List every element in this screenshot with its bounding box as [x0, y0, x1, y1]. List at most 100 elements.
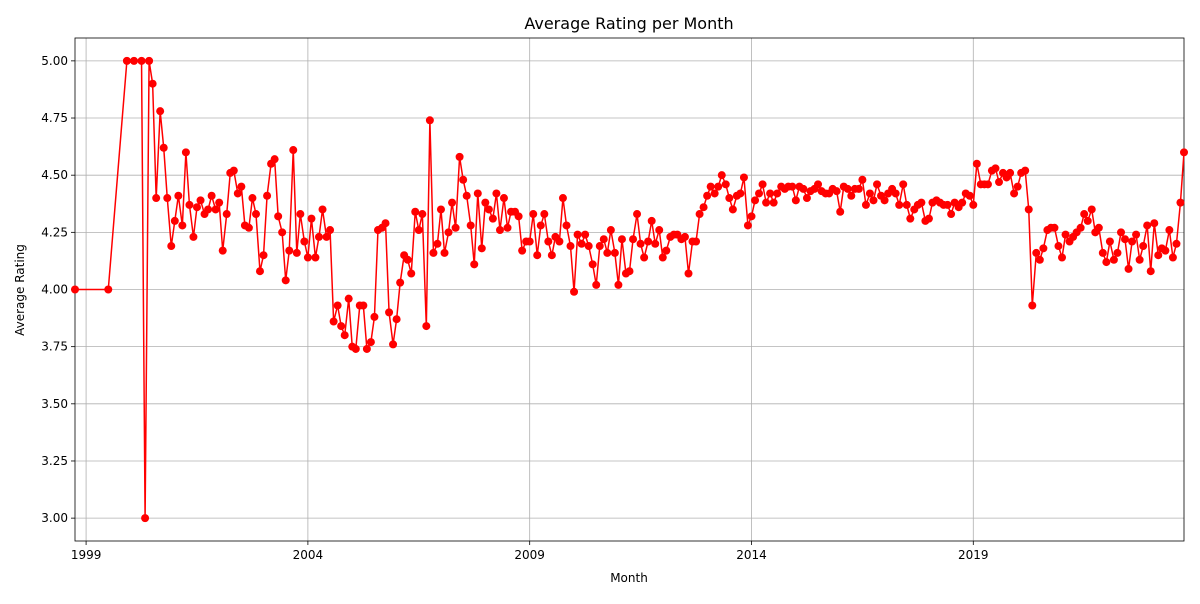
- point: [1168, 253, 1177, 262]
- point: [145, 56, 154, 65]
- point: [1150, 219, 1159, 228]
- point: [411, 207, 420, 216]
- point: [610, 248, 619, 257]
- point: [869, 196, 878, 205]
- point: [159, 143, 168, 152]
- point: [1024, 205, 1033, 214]
- point: [152, 194, 161, 203]
- point: [492, 189, 501, 198]
- point: [658, 253, 667, 262]
- point: [755, 189, 764, 198]
- point: [289, 146, 298, 155]
- point: [710, 189, 719, 198]
- point: [1035, 255, 1044, 264]
- point: [880, 196, 889, 205]
- point: [703, 191, 712, 200]
- point: [229, 166, 238, 175]
- point: [71, 285, 79, 294]
- y-tick-label: 4.50: [41, 168, 68, 182]
- point: [514, 212, 523, 221]
- point: [1050, 223, 1059, 232]
- point: [285, 246, 294, 255]
- point: [1121, 235, 1130, 244]
- point: [799, 184, 808, 193]
- point: [185, 200, 194, 209]
- x-axis-label: Month: [610, 571, 648, 585]
- point: [1032, 248, 1041, 257]
- point: [281, 276, 290, 285]
- point: [178, 221, 187, 230]
- point: [769, 198, 778, 207]
- point: [861, 200, 870, 209]
- point: [758, 180, 767, 189]
- point: [965, 191, 974, 200]
- point: [566, 242, 575, 251]
- point: [943, 200, 952, 209]
- point: [215, 198, 224, 207]
- point: [189, 232, 198, 241]
- point: [1128, 237, 1137, 246]
- point: [196, 196, 205, 205]
- point: [895, 200, 904, 209]
- point: [1039, 244, 1048, 253]
- point: [1143, 221, 1152, 230]
- y-tick-label: 3.25: [41, 454, 68, 468]
- point: [484, 205, 493, 214]
- point: [495, 226, 504, 235]
- point: [1124, 264, 1133, 273]
- point: [459, 175, 468, 184]
- point: [237, 182, 246, 191]
- chart-title: Average Rating per Month: [524, 14, 733, 33]
- point: [858, 175, 867, 184]
- point: [814, 180, 823, 189]
- point: [629, 235, 638, 244]
- point: [1161, 246, 1170, 255]
- point: [1083, 216, 1092, 225]
- point: [1146, 267, 1155, 276]
- point: [662, 246, 671, 255]
- point: [340, 331, 349, 340]
- point: [436, 205, 445, 214]
- point: [181, 148, 190, 157]
- point: [603, 248, 612, 257]
- point: [1076, 223, 1085, 232]
- point: [899, 180, 908, 189]
- point: [873, 180, 882, 189]
- point: [448, 198, 457, 207]
- point: [1013, 182, 1022, 191]
- point: [692, 237, 701, 246]
- point: [470, 260, 479, 269]
- point: [614, 280, 623, 289]
- point: [314, 232, 323, 241]
- point: [488, 214, 497, 223]
- point: [207, 191, 216, 200]
- y-tick-label: 5.00: [41, 54, 68, 68]
- point: [122, 56, 131, 65]
- point: [274, 212, 283, 221]
- point: [544, 237, 553, 246]
- point: [192, 203, 201, 212]
- point: [425, 116, 434, 125]
- point: [1165, 226, 1174, 235]
- point: [344, 294, 353, 303]
- point: [351, 344, 360, 353]
- point: [1172, 239, 1181, 248]
- point: [843, 184, 852, 193]
- point: [389, 340, 398, 349]
- point: [362, 344, 371, 353]
- point: [1113, 248, 1122, 257]
- point: [222, 210, 231, 219]
- point: [104, 285, 113, 294]
- point: [717, 171, 726, 180]
- point: [995, 178, 1004, 187]
- point: [311, 253, 320, 262]
- point: [1087, 205, 1096, 214]
- point: [773, 189, 782, 198]
- point: [270, 155, 279, 164]
- point: [573, 230, 582, 239]
- point: [751, 196, 760, 205]
- point: [1006, 168, 1015, 177]
- point: [533, 251, 542, 260]
- point: [802, 194, 811, 203]
